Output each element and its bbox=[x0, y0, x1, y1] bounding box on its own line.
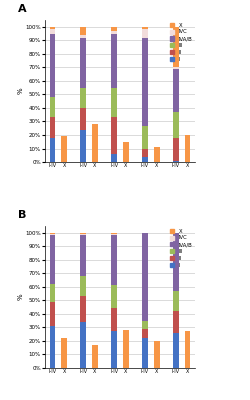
Legend: X, IVC, IVA/B, III, II, I: X, IVC, IVA/B, III, II, I bbox=[170, 228, 192, 268]
Bar bbox=[80, 322, 86, 368]
Bar bbox=[154, 147, 160, 162]
Bar bbox=[123, 330, 129, 368]
Bar bbox=[92, 124, 98, 162]
Bar bbox=[142, 321, 148, 329]
Bar bbox=[173, 333, 179, 368]
Bar bbox=[50, 97, 55, 117]
Bar bbox=[92, 345, 98, 368]
Bar bbox=[50, 34, 55, 97]
Bar bbox=[173, 233, 179, 291]
Bar bbox=[173, 67, 179, 69]
Bar bbox=[80, 233, 86, 234]
Bar bbox=[80, 236, 86, 276]
Bar bbox=[173, 138, 179, 161]
Bar bbox=[111, 286, 117, 308]
Y-axis label: %: % bbox=[18, 294, 24, 300]
Bar bbox=[173, 27, 179, 67]
Bar bbox=[50, 284, 55, 302]
Bar bbox=[142, 30, 148, 38]
Bar bbox=[80, 38, 86, 88]
Bar bbox=[173, 161, 179, 162]
Bar bbox=[80, 27, 86, 35]
Bar bbox=[61, 136, 67, 162]
Bar bbox=[111, 236, 117, 286]
Bar bbox=[50, 236, 55, 284]
Bar bbox=[142, 126, 148, 148]
Bar bbox=[154, 341, 160, 368]
Bar bbox=[80, 108, 86, 130]
Bar bbox=[80, 234, 86, 236]
Bar bbox=[111, 154, 117, 162]
Bar bbox=[142, 338, 148, 368]
Bar bbox=[50, 138, 55, 162]
Bar bbox=[80, 88, 86, 108]
Bar bbox=[142, 233, 148, 321]
Bar bbox=[50, 326, 55, 368]
Bar bbox=[173, 311, 179, 333]
Bar bbox=[185, 135, 190, 162]
Bar bbox=[111, 31, 117, 34]
Bar bbox=[142, 27, 148, 30]
Text: A: A bbox=[18, 4, 26, 14]
Bar bbox=[111, 234, 117, 236]
Bar bbox=[80, 35, 86, 38]
Bar bbox=[111, 117, 117, 154]
Bar bbox=[80, 276, 86, 296]
Legend: X, IVC, IVA/B, III, II, I: X, IVC, IVA/B, III, II, I bbox=[170, 23, 192, 62]
Bar bbox=[111, 34, 117, 88]
Bar bbox=[50, 27, 55, 30]
Bar bbox=[173, 291, 179, 311]
Bar bbox=[50, 233, 55, 234]
Bar bbox=[50, 117, 55, 138]
Bar bbox=[50, 302, 55, 326]
Bar bbox=[185, 332, 190, 368]
Bar bbox=[80, 296, 86, 322]
Text: B: B bbox=[18, 210, 26, 220]
Bar bbox=[142, 148, 148, 157]
Bar bbox=[111, 88, 117, 117]
Bar bbox=[61, 338, 67, 368]
Bar bbox=[142, 329, 148, 338]
Bar bbox=[123, 142, 129, 162]
Bar bbox=[142, 38, 148, 126]
Bar bbox=[142, 157, 148, 162]
Bar bbox=[111, 27, 117, 31]
Bar bbox=[50, 30, 55, 34]
Bar bbox=[111, 332, 117, 368]
Bar bbox=[80, 130, 86, 162]
Y-axis label: %: % bbox=[18, 88, 24, 94]
Bar bbox=[173, 112, 179, 138]
Bar bbox=[111, 233, 117, 234]
Bar bbox=[111, 308, 117, 332]
Bar bbox=[173, 69, 179, 112]
Bar bbox=[50, 234, 55, 236]
